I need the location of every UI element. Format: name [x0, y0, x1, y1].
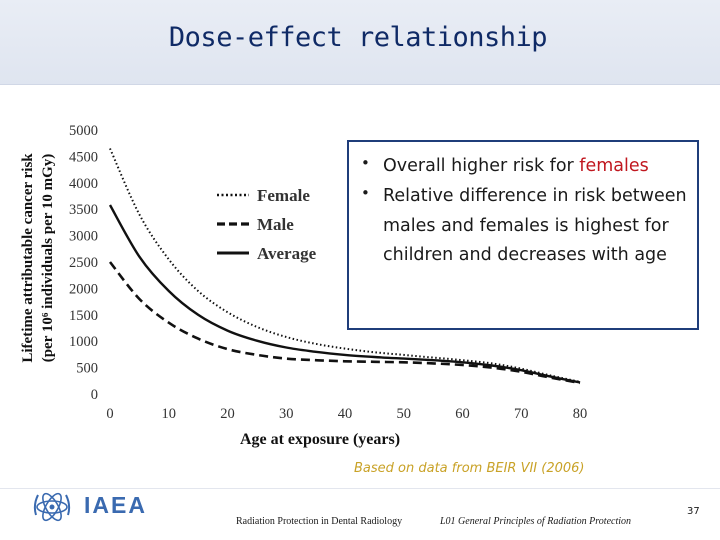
bullet-marker: • [361, 184, 370, 202]
y-tick-label: 4500 [69, 149, 98, 165]
x-tick-label: 20 [220, 406, 235, 422]
y-tick-label: 0 [91, 387, 98, 403]
dose-effect-chart: 0500100015002000250030003500400045005000… [20, 123, 588, 448]
y-tick-label: 4000 [69, 176, 98, 192]
logo-text: IAEA [84, 492, 147, 518]
x-tick-label: 70 [514, 406, 529, 422]
y-axis-title-units: (per 10⁶ individuals per 10 mGy) [40, 154, 56, 363]
legend-label-female: Female [257, 186, 310, 205]
source-note: Based on data from BEIR VII (2006) [354, 461, 585, 476]
y-tick-label: 2500 [69, 255, 98, 271]
bullet-1-text: Overall higher risk for [383, 156, 580, 176]
page-number: 37 [687, 506, 700, 517]
y-tick-label: 500 [76, 361, 98, 377]
x-tick-label: 0 [106, 406, 113, 422]
series-line-female [109, 148, 581, 383]
x-axis-title: Age at exposure (years) [240, 431, 400, 448]
y-tick-label: 1500 [69, 308, 98, 324]
x-tick-label: 80 [573, 406, 588, 422]
y-axis-title: Lifetime attributable cancer risk [20, 153, 36, 363]
y-tick-label: 5000 [69, 123, 98, 139]
footer-divider [0, 488, 720, 489]
footer-lecture: L01 General Principles of Radiation Prot… [440, 516, 631, 527]
bullet-1-highlight: females [579, 156, 649, 176]
y-tick-label: 3500 [69, 202, 98, 218]
x-tick-label: 30 [279, 406, 294, 422]
title-bar: Dose-effect relationship [0, 0, 720, 85]
x-tick-label: 50 [397, 406, 412, 422]
iaea-logo-icon [33, 492, 71, 522]
callout-box: • Overall higher risk for females • Rela… [347, 140, 699, 330]
bullet-2: Relative difference in risk between male… [383, 186, 687, 265]
legend-label-average: Average [257, 244, 317, 263]
y-tick-label: 2000 [69, 281, 98, 297]
legend-label-male: Male [257, 215, 294, 234]
x-tick-label: 10 [162, 406, 177, 422]
bullet-marker: • [361, 154, 370, 172]
series-line-male [108, 261, 581, 385]
page-title: Dose-effect relationship [168, 22, 548, 53]
y-tick-label: 3000 [69, 229, 98, 245]
footer-course: Radiation Protection in Dental Radiology [236, 516, 403, 527]
y-tick-label: 1000 [69, 334, 98, 350]
x-tick-label: 60 [455, 406, 470, 422]
bullet-1: Overall higher risk for females [383, 152, 693, 182]
series-line-average [108, 204, 581, 384]
x-tick-label: 40 [338, 406, 353, 422]
